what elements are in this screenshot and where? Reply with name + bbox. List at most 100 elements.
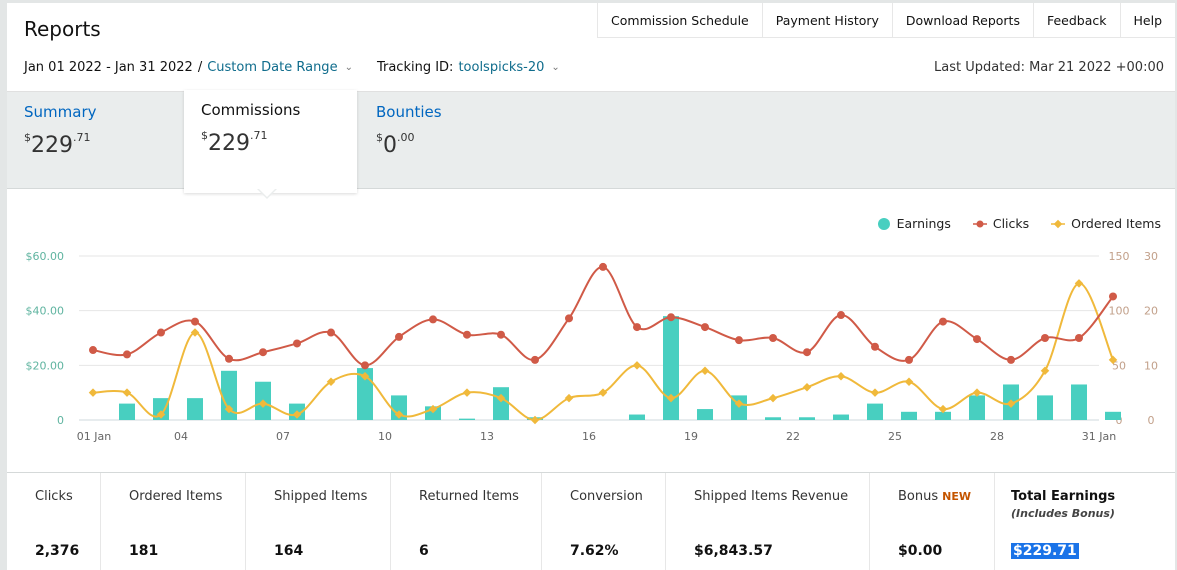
stat-returned-items: Returned Items 6 [391, 473, 542, 570]
ordered-items-point [1108, 355, 1118, 365]
x-tick-label: 13 [480, 430, 494, 443]
clicks-point [191, 317, 199, 326]
ordered-items-point [224, 404, 234, 414]
tab-summary[interactable]: Summary $229.71 [7, 92, 182, 188]
y-left-tick-label: 0 [57, 414, 64, 427]
earnings-bar [1071, 384, 1087, 420]
ordered-items-point [156, 410, 166, 419]
stat-clicks: Clicks 2,376 [7, 473, 101, 570]
x-tick-label: 25 [888, 430, 902, 443]
feedback-link[interactable]: Feedback [1032, 3, 1120, 37]
legend-clicks[interactable]: Clicks [972, 216, 1029, 231]
y-right-items-tick-label: 10 [1144, 359, 1158, 372]
tracking-id-dropdown[interactable]: toolspicks-20 [458, 60, 545, 75]
clicks-point [429, 315, 437, 324]
clicks-point [633, 323, 641, 332]
tab-commissions[interactable]: Commissions $229.71 [184, 90, 357, 193]
earnings-bar [493, 387, 509, 420]
chevron-down-icon[interactable]: ⌄ [344, 62, 353, 73]
clicks-point [599, 262, 607, 271]
stat-value: 7.62% [570, 543, 619, 559]
earnings-bar [663, 316, 679, 420]
earnings-bar [357, 368, 373, 420]
clicks-point [225, 354, 233, 363]
earnings-bar [697, 409, 713, 420]
ordered-items-point [802, 382, 812, 392]
clicks-point [1075, 334, 1083, 342]
clicks-point [701, 323, 709, 332]
clicks-point [531, 355, 539, 364]
ordered-items-point [394, 410, 404, 419]
clicks-line [92, 265, 1114, 367]
clicks-point [973, 335, 981, 344]
stat-value: 6 [419, 543, 429, 559]
tracking-id-label: Tracking ID: [376, 60, 454, 75]
top-links: Commission Schedule Payment History Down… [597, 3, 1175, 38]
stat-bonus: Bonus NEW $0.00 [870, 473, 995, 570]
ordered-items-point [428, 404, 438, 414]
page-title: Reports [24, 17, 101, 41]
stat-value-selected[interactable]: $229.71 [1011, 543, 1079, 559]
ordered-items-point [88, 388, 98, 397]
ordered-items-point [700, 366, 710, 376]
stat-label: Ordered Items [129, 489, 223, 504]
chevron-down-icon[interactable]: ⌄ [551, 62, 560, 73]
clicks-point [769, 334, 777, 342]
ordered-items-point [258, 399, 268, 408]
stat-value: 181 [129, 543, 159, 559]
commission-schedule-link[interactable]: Commission Schedule [597, 3, 762, 37]
payment-history-link[interactable]: Payment History [761, 3, 892, 37]
stat-total-earnings: Total Earnings (Includes Bonus) $229.71 [995, 473, 1175, 570]
date-range-separator: / [197, 60, 203, 75]
y-right-items-tick-label: 20 [1144, 305, 1158, 318]
earnings-dot-icon [877, 217, 890, 230]
clicks-point [259, 348, 267, 357]
stat-label: Returned Items [419, 489, 519, 504]
custom-date-range-dropdown[interactable]: Custom Date Range [207, 60, 338, 75]
tab-label: Commissions [201, 101, 301, 119]
clicks-point [89, 346, 97, 355]
ordered-items-point [904, 377, 914, 386]
clicks-point [667, 313, 675, 322]
ordered-items-point [666, 393, 676, 403]
stat-value: $6,843.57 [694, 543, 773, 559]
legend-ordered-items[interactable]: Ordered Items [1051, 216, 1161, 231]
ordered-items-point [768, 393, 778, 403]
y-right-clicks-tick-label: 0 [1116, 414, 1123, 427]
earnings-bar [459, 418, 475, 420]
download-reports-link[interactable]: Download Reports [891, 3, 1033, 37]
clicks-point [1007, 355, 1015, 364]
clicks-point [123, 350, 131, 359]
ordered-items-point [564, 393, 574, 403]
x-tick-label: 07 [276, 430, 290, 443]
earnings-bar [221, 370, 237, 420]
clicks-point [1041, 334, 1049, 342]
clicks-line-icon [972, 220, 987, 227]
y-right-clicks-tick-label: 100 [1109, 305, 1130, 318]
ordered-items-point [632, 361, 642, 370]
earnings-bar [187, 398, 203, 420]
earnings-bar [1105, 411, 1121, 420]
ordered-items-point [190, 328, 200, 337]
ordered-items-line-icon [1051, 219, 1066, 228]
earnings-bar [1037, 395, 1053, 420]
legend-earnings[interactable]: Earnings [877, 216, 951, 231]
ordered-items-line [92, 282, 1114, 422]
clicks-point [735, 336, 743, 345]
tab-bounties[interactable]: Bounties $0.00 [359, 92, 529, 188]
ordered-items-point [836, 372, 846, 381]
stat-shipped-items: Shipped Items 164 [246, 473, 391, 570]
ordered-items-point [462, 388, 472, 397]
y-right-items-tick-label: 0 [1148, 414, 1155, 427]
x-tick-label: 16 [582, 430, 596, 443]
report-tabs: Summary $229.71 Commissions $229.71 Boun… [7, 90, 1175, 193]
new-badge: NEW [942, 490, 971, 503]
x-tick-label: 28 [990, 430, 1004, 443]
ordered-items-point [326, 377, 336, 386]
x-tick-label: 01 Jan [77, 430, 111, 443]
help-link[interactable]: Help [1119, 3, 1176, 37]
stats-bar: Clicks 2,376 Ordered Items 181 Shipped I… [7, 472, 1175, 570]
stat-value: 2,376 [35, 543, 80, 559]
earnings-bar [629, 414, 645, 420]
earnings-bar [867, 403, 883, 420]
